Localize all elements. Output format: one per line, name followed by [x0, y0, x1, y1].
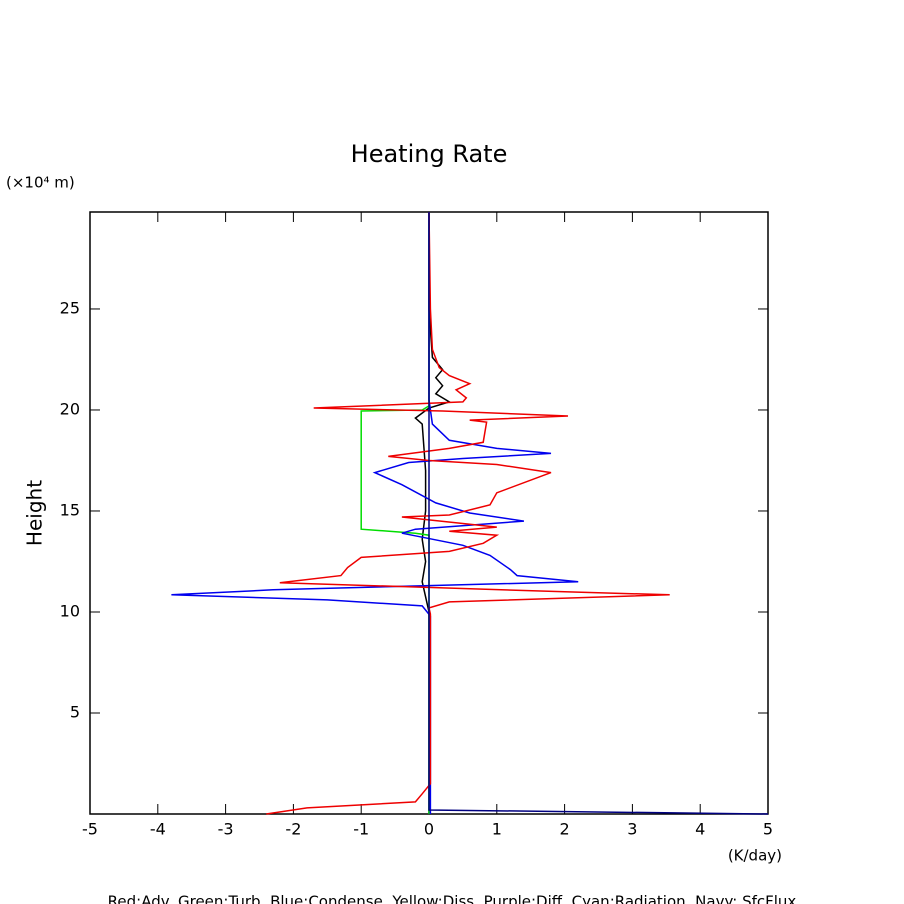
- x-tick-label: 1: [492, 820, 502, 839]
- legend-text: Red:Adv. Green:Turb. Blue:Condense. Yell…: [108, 893, 797, 904]
- profile-line: [360, 212, 430, 814]
- profile-line: [266, 211, 670, 815]
- y-tick-label: 10: [60, 601, 80, 620]
- x-tick-label: -1: [353, 820, 369, 839]
- y-axis-label: Height: [23, 480, 47, 546]
- y-tick-label: 20: [60, 399, 80, 418]
- x-unit: (K/day): [728, 847, 782, 865]
- y-tick-label: 5: [70, 702, 80, 721]
- x-tick-label: 3: [627, 820, 637, 839]
- chart-title: Heating Rate: [351, 140, 508, 168]
- profile-line: [428, 212, 769, 815]
- x-tick-label: 2: [560, 820, 570, 839]
- x-tick-label: -3: [218, 820, 234, 839]
- x-tick-label: -4: [150, 820, 166, 839]
- x-tick-label: 4: [695, 820, 705, 839]
- y-tick-label: 15: [60, 500, 80, 519]
- x-tick-label: 5: [763, 820, 773, 839]
- profile-line: [414, 212, 452, 814]
- y-tick-label: 25: [60, 298, 80, 317]
- profile-line: [171, 212, 579, 814]
- x-tick-label: -5: [82, 820, 98, 839]
- x-tick-label: -2: [285, 820, 301, 839]
- x-tick-label: 0: [424, 820, 434, 839]
- y-unit: (×10⁴ m): [6, 174, 75, 192]
